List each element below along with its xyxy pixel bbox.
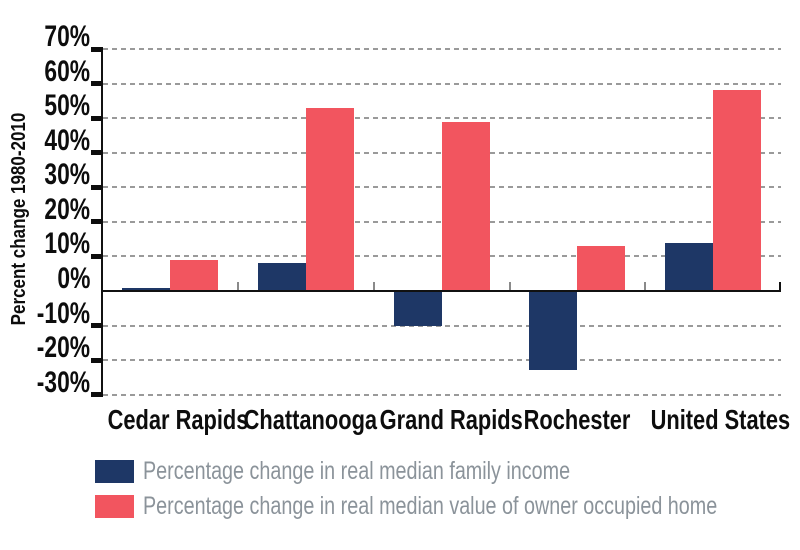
y-tick-label-0: 0% <box>57 261 90 295</box>
x-axis-label-rochester: Rochester <box>523 404 631 435</box>
x-axis-label-cedar-rapids: Cedar Rapids <box>107 404 249 435</box>
x-axis-label-grand-rapids: Grand Rapids <box>379 404 523 435</box>
y-tick-label-30: 30% <box>44 158 90 192</box>
y-tick-mark-70 <box>91 46 103 52</box>
bar-income-united-states <box>665 242 714 291</box>
y-tick-label-20: 20% <box>44 192 90 226</box>
y-tick-mark-50 <box>91 115 103 121</box>
y-tick-mark-40 <box>91 150 103 156</box>
legend-label-income: Percentage change in real median family … <box>143 457 571 485</box>
x-axis-label-united-states: United States <box>650 404 791 435</box>
bar-income-grand-rapids <box>393 290 442 326</box>
legend-swatch-income <box>95 460 134 483</box>
y-tick-label-60: 60% <box>44 54 90 88</box>
y-tick-label-10: 10% <box>44 227 90 261</box>
bar-home-value-united-states <box>713 90 762 291</box>
y-tick-label--10: -10% <box>36 296 90 330</box>
bar-home-value-grand-rapids <box>441 121 490 291</box>
category-divider-tick <box>236 281 239 291</box>
y-tick-label-40: 40% <box>44 123 90 157</box>
bar-home-value-cedar-rapids <box>170 259 218 291</box>
y-tick-mark-20 <box>91 219 103 225</box>
y-tick-label-50: 50% <box>44 89 90 123</box>
gridline-70 <box>103 48 781 50</box>
category-divider-tick <box>372 281 375 291</box>
x-axis-baseline <box>103 289 781 292</box>
y-tick-mark--30 <box>91 392 103 398</box>
y-tick-mark-60 <box>91 81 103 87</box>
gridline--30 <box>103 393 781 396</box>
bar-income-rochester <box>529 290 578 371</box>
y-tick-mark-10 <box>91 253 103 259</box>
x-axis-label-chattanooga: Chattanooga <box>243 404 377 435</box>
y-tick-mark--20 <box>91 357 103 363</box>
gridline-50 <box>103 117 781 120</box>
gridline-60 <box>103 82 781 85</box>
bar-home-value-chattanooga <box>305 107 354 291</box>
axis-end-tick <box>779 281 781 291</box>
bar-income-cedar-rapids <box>122 287 170 291</box>
bar-income-chattanooga <box>257 263 306 291</box>
gridline--20 <box>103 359 781 362</box>
legend-label-home-value: Percentage change in real median value o… <box>143 492 718 520</box>
y-tick-label--30: -30% <box>36 365 90 399</box>
y-tick-label-70: 70% <box>44 20 90 53</box>
legend-swatch-home-value <box>95 495 134 518</box>
bar-home-value-rochester <box>577 246 626 291</box>
y-axis-title: Percent change 1980-2010 <box>8 112 30 326</box>
y-tick-mark-30 <box>91 184 103 190</box>
category-divider-tick <box>508 281 511 291</box>
category-divider-tick <box>644 281 647 291</box>
y-tick-label--20: -20% <box>36 331 90 365</box>
gridline--10 <box>103 324 781 327</box>
y-tick-mark--10 <box>91 323 103 329</box>
